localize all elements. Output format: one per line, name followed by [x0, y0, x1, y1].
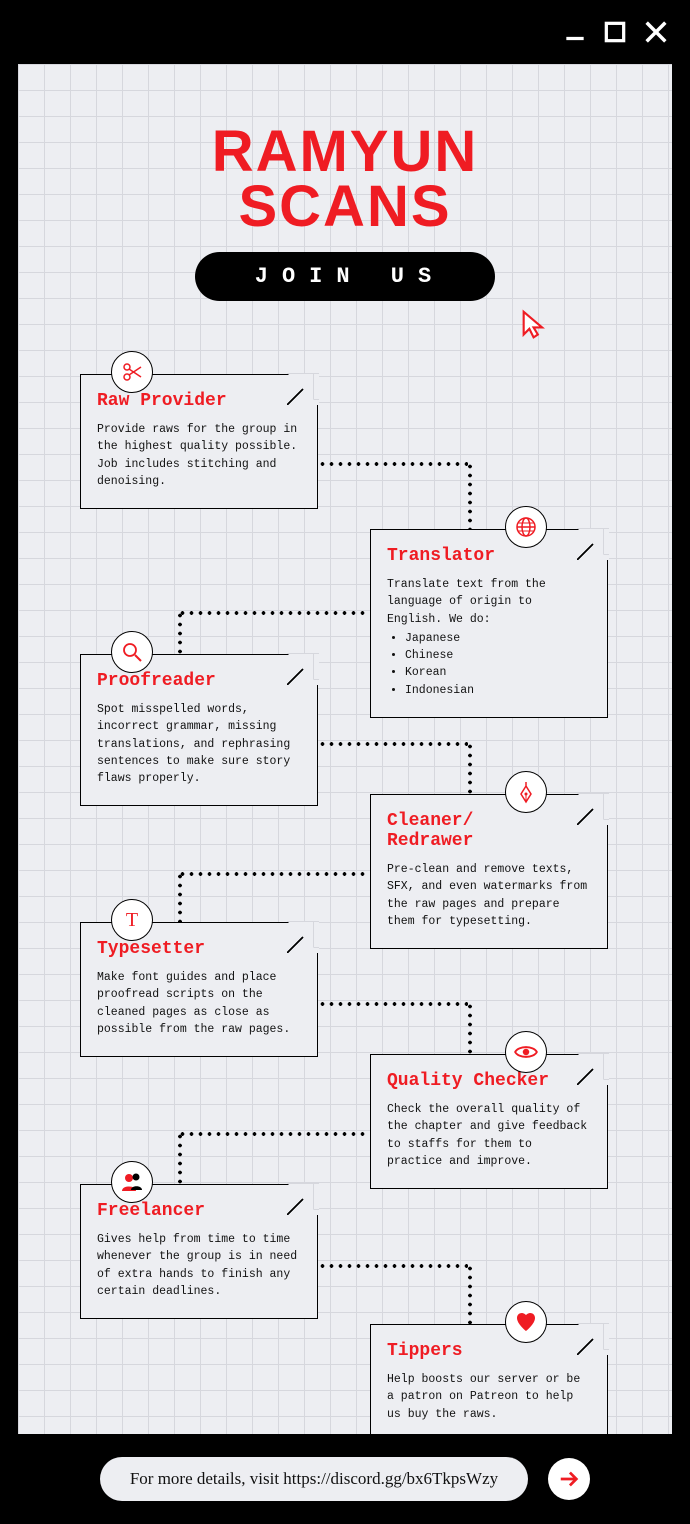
connector	[178, 1132, 368, 1136]
role-title: Tippers	[387, 1341, 591, 1361]
role-body: Translate text from the language of orig…	[387, 576, 591, 628]
connector	[178, 1132, 182, 1187]
role-body: Gives help from time to time whenever th…	[97, 1231, 301, 1300]
role-title: Proofreader	[97, 671, 301, 691]
connector	[178, 611, 368, 615]
role-title: Quality Checker	[387, 1071, 591, 1091]
connector	[318, 742, 468, 746]
role-title: Typesetter	[97, 939, 301, 959]
connector	[468, 742, 472, 797]
role-card-proofreader: Proofreader Spot misspelled words, incorr…	[80, 654, 318, 806]
role-body: Pre-clean and remove texts, SFX, and eve…	[387, 861, 591, 930]
svg-text:T: T	[126, 909, 138, 931]
connector	[468, 1264, 472, 1326]
role-title: Translator	[387, 546, 591, 566]
role-card-translator: Translator Translate text from the langua…	[370, 529, 608, 718]
role-body: Provide raws for the group in the highes…	[97, 421, 301, 490]
close-icon[interactable]	[642, 18, 670, 46]
join-us-button[interactable]: JOIN US	[195, 252, 495, 301]
people-icon	[111, 1161, 153, 1203]
connector	[318, 1002, 468, 1006]
role-card-qc: Quality Checker Check the overall quality…	[370, 1054, 608, 1189]
role-body: Make font guides and place proofread scr…	[97, 969, 301, 1038]
connector	[468, 1002, 472, 1057]
role-list-item: Chinese	[405, 647, 591, 664]
maximize-icon[interactable]	[602, 19, 628, 45]
connector	[178, 611, 182, 656]
role-list-item: Indonesian	[405, 682, 591, 699]
role-body: Help boosts our server or be a patron on…	[387, 1371, 591, 1423]
role-card-freelancer: Freelancer Gives help from time to time w…	[80, 1184, 318, 1319]
cursor-icon	[518, 309, 552, 348]
connector	[318, 462, 468, 466]
globe-icon	[505, 506, 547, 548]
window-titlebar	[0, 0, 690, 64]
role-card-cleaner: Cleaner/ Redrawer Pre-clean and remove te…	[370, 794, 608, 949]
main-canvas: RAMYUN SCANS JOIN US Raw Provider Provide…	[18, 64, 672, 1434]
role-title: Freelancer	[97, 1201, 301, 1221]
footer-bar: For more details, visit https://discord.…	[0, 1434, 690, 1524]
pen-nib-icon	[505, 771, 547, 813]
connector	[468, 462, 472, 532]
role-list-item: Korean	[405, 664, 591, 681]
minimize-icon[interactable]	[562, 19, 588, 45]
arrow-right-icon	[558, 1468, 580, 1490]
connector	[318, 1264, 468, 1268]
heart-icon	[505, 1301, 547, 1343]
role-body: Check the overall quality of the chapter…	[387, 1101, 591, 1170]
role-card-tippers: Tippers Help boosts our server or be a pa…	[370, 1324, 608, 1442]
role-card-raw-provider: Raw Provider Provide raws for the group i…	[80, 374, 318, 509]
role-title: Raw Provider	[97, 391, 301, 411]
role-list: JapaneseChineseKoreanIndonesian	[387, 630, 591, 699]
type-icon: T	[111, 899, 153, 941]
magnifier-icon	[111, 631, 153, 673]
role-card-typesetter: Typesetter Make font guides and place pro…	[80, 922, 318, 1057]
hero: RAMYUN SCANS JOIN US	[18, 64, 672, 301]
connector	[178, 872, 182, 924]
page-title: RAMYUN SCANS	[18, 124, 672, 234]
connector	[178, 872, 368, 876]
footer-link[interactable]: For more details, visit https://discord.…	[100, 1457, 528, 1501]
eye-icon	[505, 1031, 547, 1073]
go-button[interactable]	[548, 1458, 590, 1500]
role-list-item: Japanese	[405, 630, 591, 647]
role-title: Cleaner/ Redrawer	[387, 811, 591, 851]
role-body: Spot misspelled words, incorrect grammar…	[97, 701, 301, 787]
scissors-icon	[111, 351, 153, 393]
